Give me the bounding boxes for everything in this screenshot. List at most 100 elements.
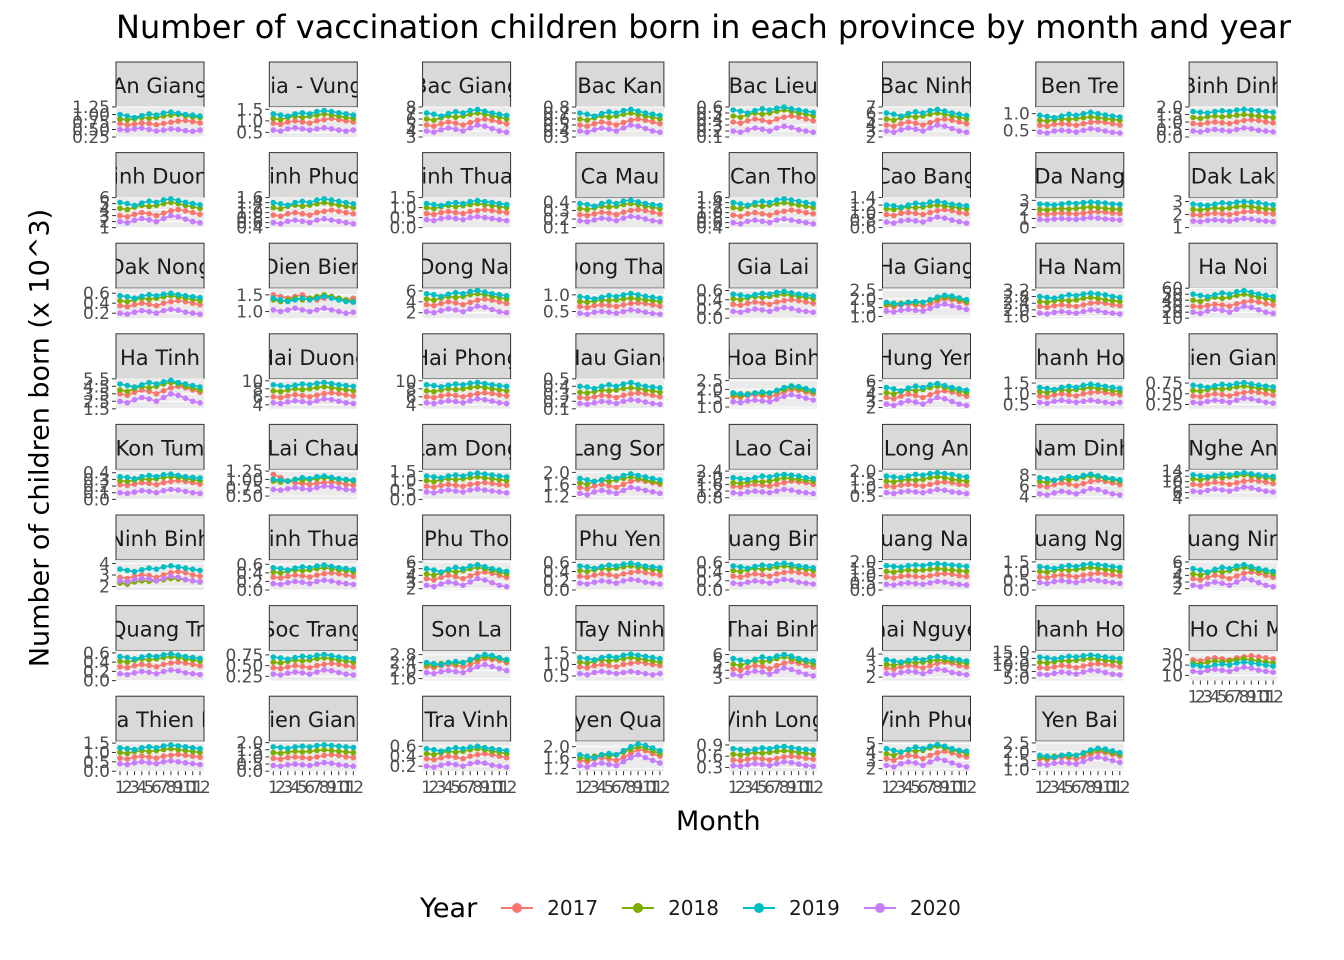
x-tick-label: 3 xyxy=(436,778,447,798)
data-point-2019 xyxy=(292,111,298,117)
data-point-2019 xyxy=(934,741,941,748)
data-point-2019 xyxy=(649,745,656,751)
data-point-2019 xyxy=(482,198,488,205)
data-point-2020 xyxy=(1117,672,1123,678)
data-point-2019 xyxy=(577,752,583,758)
y-tick-label: 2 xyxy=(866,398,877,418)
data-point-2019 xyxy=(963,296,970,303)
y-tick-label: 10 xyxy=(242,372,264,392)
data-point-2019 xyxy=(642,200,649,207)
data-point-2017 xyxy=(1226,575,1233,582)
data-point-2019 xyxy=(795,563,802,569)
data-point-2017 xyxy=(584,486,590,492)
data-point-2019 xyxy=(920,201,926,208)
data-point-2019 xyxy=(299,474,306,481)
data-point-2019 xyxy=(912,298,919,305)
y-tick-label: 14 xyxy=(1161,462,1183,482)
data-point-2020 xyxy=(1219,580,1225,587)
data-point-2019 xyxy=(1270,293,1276,300)
data-point-2020 xyxy=(277,763,284,769)
data-point-2017 xyxy=(1095,208,1101,215)
data-point-2019 xyxy=(613,110,620,116)
data-point-2020 xyxy=(153,218,160,225)
data-point-2020 xyxy=(883,401,890,407)
data-point-2017 xyxy=(591,483,598,489)
data-point-2020 xyxy=(452,307,459,313)
data-point-2020 xyxy=(431,129,437,135)
facet-label: Bac Kan xyxy=(577,74,662,98)
data-point-2018 xyxy=(577,567,583,574)
data-point-2018 xyxy=(146,296,152,303)
data-point-2018 xyxy=(1197,115,1204,122)
data-point-2019 xyxy=(153,566,160,572)
data-point-2019 xyxy=(496,291,503,298)
data-point-2019 xyxy=(920,472,926,479)
data-point-2020 xyxy=(1044,672,1050,678)
data-point-2019 xyxy=(460,565,466,572)
data-point-2019 xyxy=(328,108,335,115)
facet-strip xyxy=(1188,333,1278,380)
data-point-2019 xyxy=(766,655,773,662)
y-tick-label: 4 xyxy=(99,554,110,574)
data-point-2020 xyxy=(898,760,904,767)
data-point-2017 xyxy=(766,573,773,579)
data-point-2020 xyxy=(1058,488,1065,495)
y-tick-label: 4 xyxy=(866,645,877,665)
data-point-2020 xyxy=(328,483,335,490)
data-point-2018 xyxy=(1109,297,1116,304)
data-point-2018 xyxy=(584,568,590,575)
data-point-2017 xyxy=(898,210,904,217)
data-point-2020 xyxy=(635,486,641,492)
legend: Year 2017 2018 2019 2020 xyxy=(420,890,983,926)
data-point-2020 xyxy=(1233,486,1240,492)
y-tick-label: 6 xyxy=(406,110,417,130)
data-point-2017 xyxy=(628,117,634,123)
y-tick-label: 1 xyxy=(1172,219,1183,239)
data-point-2019 xyxy=(949,384,955,391)
data-point-2019 xyxy=(438,293,444,300)
data-point-2017 xyxy=(168,478,174,485)
data-point-2020 xyxy=(613,217,620,224)
data-point-2019 xyxy=(1197,109,1204,116)
data-point-2018 xyxy=(146,385,152,391)
x-tick-label: 7 xyxy=(925,778,936,798)
data-point-2017 xyxy=(489,207,495,214)
data-point-2017 xyxy=(482,206,488,213)
data-point-2020 xyxy=(781,665,787,671)
data-point-2019 xyxy=(1073,752,1079,759)
data-point-2020 xyxy=(1117,580,1123,587)
data-point-2020 xyxy=(438,762,444,768)
data-point-2019 xyxy=(131,568,138,575)
data-point-2020 xyxy=(598,215,605,221)
data-point-2017 xyxy=(810,572,816,578)
data-point-2020 xyxy=(1051,216,1058,222)
data-point-2019 xyxy=(1109,201,1116,207)
y-tick-label: 4 xyxy=(866,743,877,763)
data-point-2019 xyxy=(620,747,627,754)
data-point-2017 xyxy=(774,571,780,577)
data-point-2017 xyxy=(117,302,123,309)
data-point-2017 xyxy=(649,302,656,308)
data-point-2019 xyxy=(788,744,795,751)
data-point-2019 xyxy=(1233,660,1240,666)
data-point-2019 xyxy=(730,655,736,662)
data-point-2018 xyxy=(759,566,766,572)
data-point-2019 xyxy=(423,110,430,116)
data-point-2017 xyxy=(314,572,320,578)
y-tick-label: 1.5 xyxy=(83,734,110,754)
data-point-2018 xyxy=(1219,205,1225,212)
data-point-2020 xyxy=(175,759,181,765)
data-point-2020 xyxy=(503,400,510,407)
data-point-2020 xyxy=(489,398,495,405)
data-point-2019 xyxy=(956,657,962,663)
facet-label: Binh Phuoc xyxy=(255,165,372,189)
data-point-2020 xyxy=(744,218,751,225)
data-point-2019 xyxy=(503,293,510,299)
data-point-2019 xyxy=(160,197,167,203)
data-point-2019 xyxy=(949,471,955,478)
data-point-2017 xyxy=(474,390,481,397)
